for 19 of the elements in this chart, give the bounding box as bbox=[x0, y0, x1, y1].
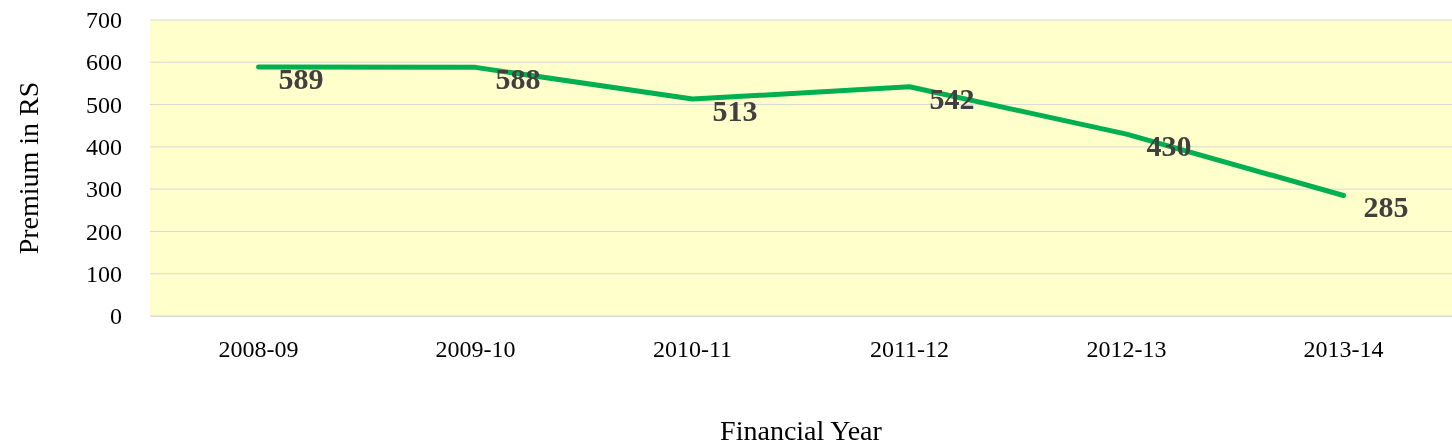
y-tick-label: 600 bbox=[86, 49, 122, 76]
x-tick-label: 2008-09 bbox=[218, 336, 299, 363]
data-label: 589 bbox=[278, 61, 324, 95]
y-tick-label: 0 bbox=[110, 303, 122, 330]
data-label: 285 bbox=[1363, 190, 1409, 224]
x-tick-label: 2012-13 bbox=[1086, 336, 1167, 363]
x-tick-label: 2011-12 bbox=[869, 336, 950, 363]
y-tick-label: 400 bbox=[86, 134, 122, 161]
y-tick-label: 700 bbox=[86, 7, 122, 34]
x-tick-label: 2009-10 bbox=[435, 336, 516, 363]
y-tick-label: 300 bbox=[86, 176, 122, 203]
x-tick-label: 2013-14 bbox=[1303, 336, 1384, 363]
x-tick-label: 2010-11 bbox=[652, 336, 733, 363]
y-axis-title: Premium in RS bbox=[13, 81, 44, 255]
x-axis-title: Financial Year bbox=[720, 415, 883, 446]
y-tick-label: 100 bbox=[86, 260, 122, 287]
data-label: 513 bbox=[712, 94, 758, 128]
y-tick-label: 500 bbox=[86, 91, 122, 118]
y-tick-label: 200 bbox=[86, 218, 122, 245]
